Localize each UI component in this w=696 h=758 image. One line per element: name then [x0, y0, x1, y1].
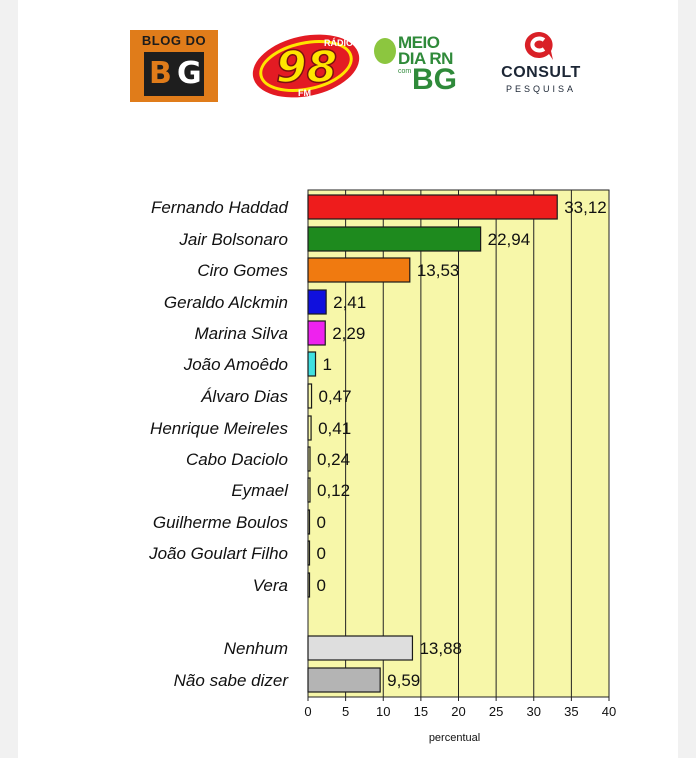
- meio-logo-com: com: [398, 68, 412, 75]
- category-label: Nenhum: [224, 639, 288, 658]
- x-tick-label: 35: [564, 704, 578, 719]
- value-label: 2,41: [333, 293, 366, 312]
- category-label: Henrique Meireles: [150, 419, 288, 438]
- category-label: Jair Bolsonaro: [178, 230, 288, 249]
- blog-logo-g: G: [177, 56, 202, 91]
- bar: [307, 194, 558, 220]
- bar: [307, 477, 311, 503]
- meio-logo-bg: BG: [412, 63, 457, 96]
- bar: [307, 635, 414, 661]
- value-label: 2,29: [332, 324, 365, 343]
- value-label: 1: [323, 355, 332, 374]
- category-label: João Amoêdo: [183, 355, 288, 374]
- value-label: 0: [317, 513, 326, 532]
- value-label: 0: [317, 576, 326, 595]
- category-label: Eymael: [231, 481, 289, 500]
- meio-logo-line1: MEIO: [398, 33, 440, 52]
- radio-logo-number: 98: [276, 42, 337, 93]
- x-tick-label: 40: [602, 704, 616, 719]
- x-tick-label: 25: [489, 704, 503, 719]
- bar: [307, 509, 311, 535]
- value-label: 22,94: [488, 230, 531, 249]
- value-label: 13,88: [419, 639, 462, 658]
- value-label: 0,47: [319, 387, 352, 406]
- value-label: 0,24: [317, 450, 350, 469]
- value-label: 13,53: [417, 261, 460, 280]
- category-label: Guilherme Boulos: [153, 513, 289, 532]
- consult-pesquisa-logo: CONSULT PESQUISA: [488, 30, 594, 100]
- category-label: Não sabe dizer: [174, 671, 290, 690]
- category-label: Marina Silva: [194, 324, 288, 343]
- value-label: 0: [317, 544, 326, 563]
- bar: [307, 383, 313, 409]
- blog-logo-box: B G: [144, 52, 204, 96]
- blog-logo-text: BLOG DO: [141, 33, 207, 48]
- value-label: 0,41: [318, 419, 351, 438]
- category-label: Fernando Haddad: [151, 198, 289, 217]
- value-label: 9,59: [387, 671, 420, 690]
- category-label: Geraldo Alckmin: [164, 293, 288, 312]
- category-label: Ciro Gomes: [197, 261, 288, 280]
- bar: [307, 540, 311, 566]
- bar: [307, 667, 381, 693]
- blog-logo-b: B: [149, 56, 172, 91]
- value-label: 33,12: [564, 198, 607, 217]
- x-tick-label: 20: [451, 704, 465, 719]
- consult-logo-word: CONSULT: [501, 64, 581, 81]
- bar: [307, 351, 317, 377]
- x-tick-label: 5: [342, 704, 349, 719]
- meio-logo-line2: DIA RN: [398, 49, 453, 68]
- category-label: Álvaro Dias: [200, 387, 288, 406]
- radio-98-logo: RÁDIO 98 FM: [250, 30, 362, 100]
- radio-logo-small: RÁDIO: [324, 38, 353, 48]
- category-label: Cabo Daciolo: [186, 450, 288, 469]
- value-label: 0,12: [317, 481, 350, 500]
- bar: [307, 226, 482, 252]
- bar: [307, 572, 311, 598]
- bar: [307, 257, 411, 283]
- x-tick-label: 15: [414, 704, 428, 719]
- bar: [307, 446, 311, 472]
- poll-image: BLOG DO B G RÁDIO 98 FM MEIO DIA RN com …: [18, 0, 678, 758]
- lime-icon: [374, 38, 396, 64]
- x-tick-label: 10: [376, 704, 390, 719]
- meio-dia-rn-logo: MEIO DIA RN com BG: [372, 34, 468, 98]
- radio-logo-fm: FM: [298, 88, 311, 98]
- bar: [307, 320, 326, 346]
- x-tick-label: 0: [304, 704, 311, 719]
- bar: [307, 289, 327, 315]
- radio-98-logo-graphic: RÁDIO 98 FM: [252, 34, 360, 98]
- bar: [307, 415, 312, 441]
- category-label: Vera: [253, 576, 288, 595]
- x-tick-label: 30: [527, 704, 541, 719]
- consult-logo-sub: PESQUISA: [505, 84, 576, 94]
- blog-do-bg-logo: BLOG DO B G: [130, 30, 218, 102]
- category-label: João Goulart Filho: [148, 544, 288, 563]
- x-axis-title: percentual: [429, 732, 480, 744]
- consult-speech-bubble-icon: [524, 31, 553, 60]
